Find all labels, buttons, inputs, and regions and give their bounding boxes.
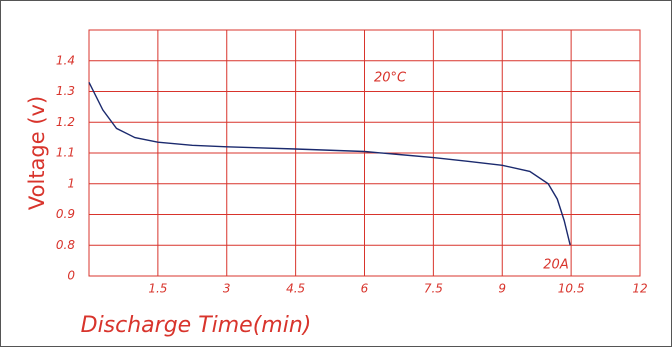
y-tick-label: 0.9 (56, 207, 75, 221)
data-line (88, 81, 571, 246)
y-tick-label: 1.4 (56, 53, 75, 67)
annotation: 20°C (374, 71, 407, 86)
y-tick-label: 1.3 (56, 84, 75, 98)
x-tick-label: 4.5 (286, 282, 305, 296)
x-tick-label: 9 (498, 282, 506, 296)
x-axis-label: Discharge Time(min) (81, 313, 312, 338)
annotation: 20A (543, 258, 568, 273)
x-tick-label: 10.5 (558, 282, 585, 296)
y-axis-label: Voltage (v) (25, 96, 49, 210)
y-tick-label: 0.8 (56, 238, 75, 252)
x-tick-label: 6 (361, 282, 369, 296)
x-tick-label: 7.5 (424, 282, 443, 296)
y-tick-label: 1 (67, 176, 75, 190)
y-tick-label: 1.2 (56, 115, 75, 129)
x-tick-label: 3 (223, 282, 231, 296)
x-tick-label: 12 (632, 282, 647, 296)
x-tick-label: 1.5 (148, 282, 167, 296)
y-tick-label: 0 (67, 269, 75, 283)
y-tick-label: 1.1 (56, 146, 75, 160)
